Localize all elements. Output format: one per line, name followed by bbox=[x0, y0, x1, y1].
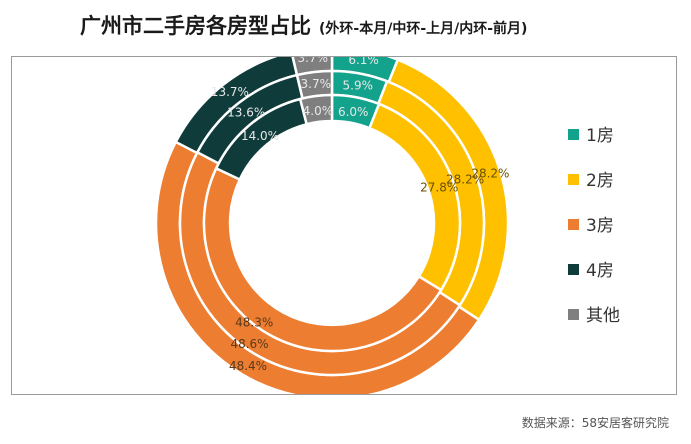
legend-label-2: 3房 bbox=[586, 216, 614, 236]
chart-frame: 6.1% 28.2% 48.4% 13.7% 3.7% 5.9% 28.2% 48.6% 13.… bbox=[11, 56, 677, 395]
slice-label-inner-4: 4.0% bbox=[303, 104, 334, 118]
donut-chart: 6.1% 28.2% 48.4% 13.7% 3.7% 5.9% 28.2% 48.6% 13.… bbox=[154, 57, 620, 394]
legend-swatch-4 bbox=[568, 309, 579, 320]
chart-subtitle: (外环-本月/中环-上月/内环-前月) bbox=[319, 21, 528, 37]
slice-inner-2 bbox=[202, 166, 443, 353]
legend-label-1: 2房 bbox=[586, 171, 614, 191]
slice-label-middle-2: 48.6% bbox=[230, 337, 268, 351]
slice-label-middle-1: 28.2% bbox=[446, 173, 484, 187]
slice-label-outer-0: 6.1% bbox=[348, 57, 379, 67]
slice-label-inner-2: 48.3% bbox=[235, 315, 273, 329]
chart-title: 广州市二手房各房型占比 bbox=[80, 14, 311, 38]
slice-label-middle-0: 5.9% bbox=[343, 78, 374, 92]
legend-label-3: 4房 bbox=[586, 261, 614, 281]
legend-swatch-3 bbox=[568, 264, 579, 275]
chart-title-row: 广州市二手房各房型占比 (外环-本月/中环-上月/内环-前月) bbox=[80, 10, 527, 44]
slice-label-outer-4: 3.7% bbox=[298, 57, 329, 65]
legend-label-0: 1房 bbox=[586, 126, 614, 146]
slice-label-middle-4: 3.7% bbox=[301, 77, 332, 91]
legend-label-4: 其他 bbox=[586, 306, 620, 326]
slice-inner-4 bbox=[298, 93, 334, 126]
slice-label-outer-1: 28.2% bbox=[471, 167, 509, 181]
slice-label-inner-3: 14.0% bbox=[241, 129, 279, 143]
slice-label-outer-3: 13.7% bbox=[211, 85, 249, 99]
slice-label-inner-1: 27.8% bbox=[420, 180, 458, 194]
slice-label-outer-2: 48.4% bbox=[229, 359, 267, 373]
legend-swatch-2 bbox=[568, 219, 579, 230]
legend-swatch-1 bbox=[568, 174, 579, 185]
legend-swatch-0 bbox=[568, 129, 579, 140]
slice-label-inner-0: 6.0% bbox=[338, 105, 369, 119]
data-source-note: 数据来源：58安居客研究院 bbox=[521, 416, 669, 430]
slice-label-middle-3: 13.6% bbox=[227, 105, 265, 119]
